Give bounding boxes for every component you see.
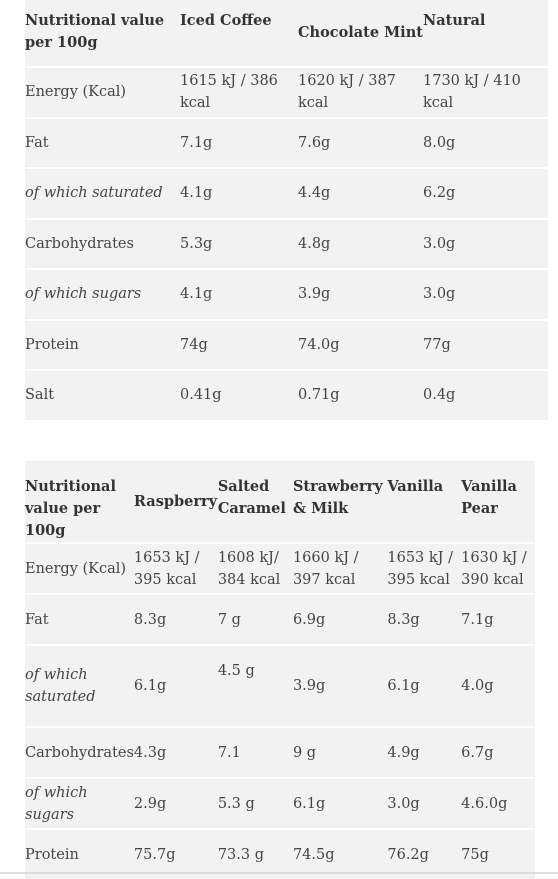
- divider: [0, 872, 558, 874]
- cell-value: 8.0g: [423, 116, 548, 168]
- cell-value: 3.9g: [298, 268, 423, 320]
- header-flavor: Salted Caramel: [217, 478, 286, 517]
- cell-value: 75g: [461, 828, 535, 879]
- table-row: of which saturated 4.1g 4.4g 6.2g: [25, 167, 548, 219]
- cell-value: 2.9g: [133, 777, 218, 829]
- cell-value: 4.4g: [298, 167, 423, 219]
- cell-value: 8.3g: [387, 593, 462, 645]
- cell-value: 6.1g: [387, 644, 462, 727]
- cell-value: 4.6.0g: [461, 777, 535, 829]
- table-row: Fat 7.1g 7.6g 8.0g: [25, 116, 548, 168]
- cell-value: 0.4g: [423, 369, 548, 420]
- table-row: of which sugars 4.1g 3.9g 3.0g: [25, 268, 548, 320]
- table-row: Protein 74g 74.0g 77g: [25, 318, 548, 370]
- cell-value: 3.0g: [423, 217, 548, 269]
- cell-value: 76.2g: [387, 828, 462, 879]
- cell-value: 7.1g: [461, 593, 535, 645]
- header-flavor: Vanilla: [387, 478, 444, 495]
- cell-value: 4.0g: [461, 644, 535, 727]
- header-flavor: Vanilla Pear: [461, 478, 517, 517]
- cell-value: 1660 kJ / 397 kcal: [292, 542, 388, 594]
- cell-value: 74.5g: [292, 828, 388, 879]
- row-label: Fat: [25, 116, 180, 168]
- header-flavor: Iced Coffee: [180, 12, 272, 29]
- table-header-row: Nutritional value per 100g Iced Coffee Cho…: [25, 0, 548, 67]
- table-row: Fat 8.3g 7 g 6.9g 8.3g 7.1g: [25, 593, 535, 645]
- cell-value: 0.71g: [298, 369, 423, 420]
- cell-value: 8.3g: [133, 593, 218, 645]
- cell-value: 1730 kJ / 410 kcal: [423, 66, 548, 118]
- cell-value: 4.9g: [387, 726, 462, 778]
- header-flavor: Raspberry: [133, 492, 218, 510]
- nutrition-table-1: Nutritional value per 100g Iced Coffee Cho…: [25, 0, 548, 420]
- cell-value: 77g: [423, 318, 548, 370]
- header-label: Nutritional value per 100g: [25, 478, 116, 539]
- table-row: Salt 0.41g 0.71g 0.4g: [25, 369, 548, 420]
- cell-value: 0.41g: [180, 369, 298, 420]
- table-row: Protein 75.7g 73.3 g 74.5g 76.2g 75g: [25, 828, 535, 879]
- cell-value: 5.3g: [180, 217, 298, 269]
- cell-value: 6.7g: [461, 726, 535, 778]
- cell-value: 5.3 g: [217, 777, 293, 829]
- cell-value: 4.1g: [180, 167, 298, 219]
- cell-value: 1620 kJ / 387 kcal: [298, 66, 423, 118]
- cell-value: 4.1g: [180, 268, 298, 320]
- cell-value: 7 g: [217, 593, 293, 645]
- row-label: Protein: [25, 828, 134, 879]
- cell-value: 6.1g: [133, 644, 218, 727]
- cell-value: 7.1g: [180, 116, 298, 168]
- table-row: Carbohydrates 5.3g 4.8g 3.0g: [25, 217, 548, 269]
- cell-value: 3.9g: [292, 644, 388, 727]
- row-label: Carbohydrates: [25, 726, 134, 778]
- header-flavor: Natural: [423, 12, 486, 29]
- row-label: Energy (Kcal): [25, 542, 134, 594]
- cell-value: 3.0g: [423, 268, 548, 320]
- cell-value: 7.1: [217, 726, 293, 778]
- cell-value: 4.5 g: [217, 644, 293, 727]
- header-label: Nutritional value per 100g: [25, 12, 165, 51]
- cell-value: 1608 kJ/ 384 kcal: [217, 542, 293, 594]
- cell-value: 6.9g: [292, 593, 388, 645]
- header-flavor: Chocolate Mint: [298, 24, 423, 41]
- row-label: Carbohydrates: [25, 217, 180, 269]
- table-row: of which saturated 6.1g 4.5 g 3.9g 6.1g 4.0g: [25, 644, 535, 727]
- cell-value: 4.3g: [133, 726, 218, 778]
- row-label: Fat: [25, 593, 134, 645]
- row-label: of which sugars: [25, 777, 134, 829]
- cell-value: 1653 kJ / 395 kcal: [133, 542, 218, 594]
- row-label: of which saturated: [25, 644, 134, 727]
- cell-value: 74.0g: [298, 318, 423, 370]
- cell-value: 75.7g: [133, 828, 218, 879]
- table-header-row: Nutritional value per 100g Raspberry Salte…: [25, 461, 535, 543]
- row-label: Energy (Kcal): [25, 66, 180, 118]
- cell-value: 1615 kJ / 386 kcal: [180, 66, 298, 118]
- cell-value: 4.8g: [298, 217, 423, 269]
- table-row: Energy (Kcal) 1653 kJ / 395 kcal 1608 kJ/ …: [25, 542, 535, 594]
- cell-value: 1653 kJ / 395 kcal: [387, 542, 462, 594]
- row-label: of which sugars: [25, 268, 180, 320]
- cell-value: 7.6g: [298, 116, 423, 168]
- cell-value: 1630 kJ / 390 kcal: [461, 542, 535, 594]
- cell-value: 9 g: [292, 726, 388, 778]
- cell-value: 73.3 g: [217, 828, 293, 879]
- row-label: Protein: [25, 318, 180, 370]
- table-row: Carbohydrates 4.3g 7.1 9 g 4.9g 6.7g: [25, 726, 535, 778]
- cell-value: 3.0g: [387, 777, 462, 829]
- row-label: of which saturated: [25, 167, 180, 219]
- cell-value: 6.2g: [423, 167, 548, 219]
- header-flavor: Strawberry & Milk: [292, 478, 383, 517]
- table-row: of which sugars 2.9g 5.3 g 6.1g 3.0g 4.6.0g: [25, 777, 535, 829]
- row-label: Salt: [25, 369, 180, 420]
- cell-value: 6.1g: [292, 777, 388, 829]
- nutrition-table-2: Nutritional value per 100g Raspberry Salte…: [25, 461, 535, 879]
- cell-value: 74g: [180, 318, 298, 370]
- table-row: Energy (Kcal) 1615 kJ / 386 kcal 1620 kJ /…: [25, 66, 548, 118]
